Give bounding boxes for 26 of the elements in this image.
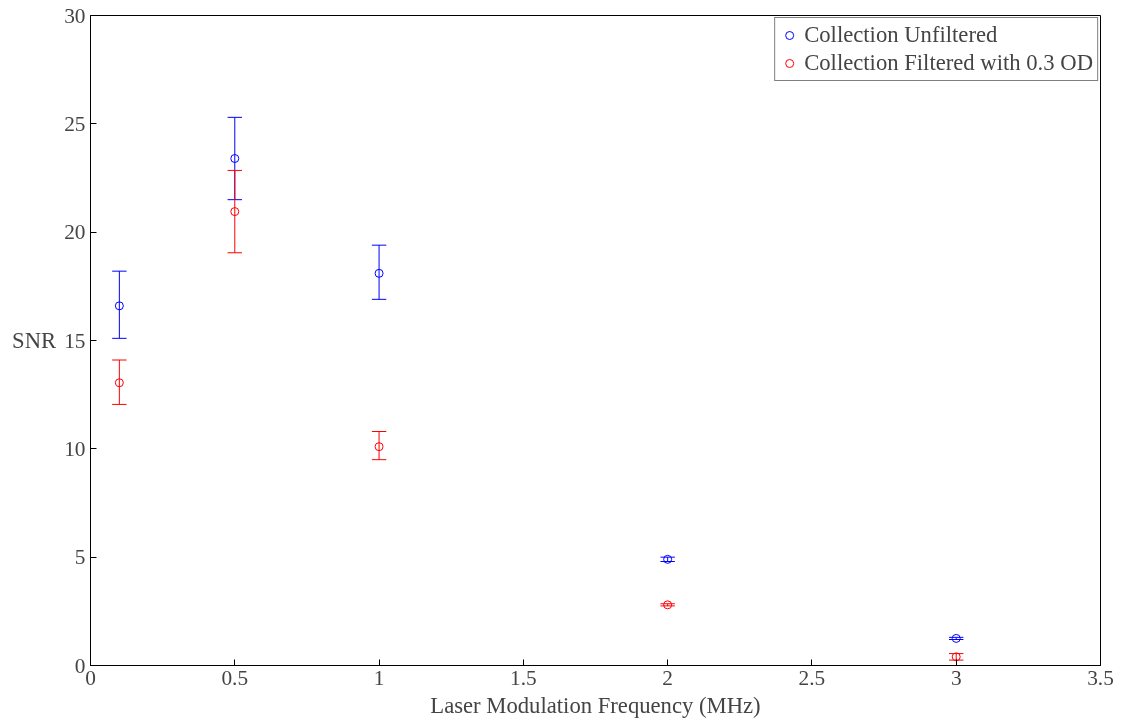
- point: [374, 442, 384, 452]
- y-tick-label: 5: [74, 545, 86, 570]
- x-tick-label: 2.5: [798, 665, 826, 690]
- x-tick-label: 2: [662, 665, 673, 690]
- legend-label: Collection Filtered with 0.3 OD: [804, 50, 1093, 76]
- y-tick-label: 30: [64, 3, 86, 28]
- point: [374, 268, 384, 278]
- y-tick-label: 15: [64, 328, 86, 353]
- legend-label: Collection Unfiltered: [804, 22, 998, 48]
- point: [114, 301, 124, 311]
- point: [951, 652, 961, 662]
- x-tick-label: 0.5: [221, 665, 249, 690]
- y-tick-label: 10: [64, 436, 86, 461]
- x-tick-label: 3.5: [1087, 665, 1114, 690]
- y-tick-label: 25: [64, 111, 86, 136]
- x-tick-label: 1.5: [510, 665, 537, 690]
- y-axis-title: SNR: [12, 328, 58, 353]
- point: [663, 600, 673, 610]
- point: [230, 207, 240, 217]
- x-axis-title: Laser Modulation Frequency (MHz): [430, 692, 761, 718]
- point: [230, 154, 240, 163]
- y-tick-label: 20: [64, 220, 86, 245]
- point: [114, 378, 124, 388]
- x-tick-label: 1: [373, 665, 385, 690]
- point: [663, 554, 673, 564]
- x-tick-label: 3: [950, 665, 962, 690]
